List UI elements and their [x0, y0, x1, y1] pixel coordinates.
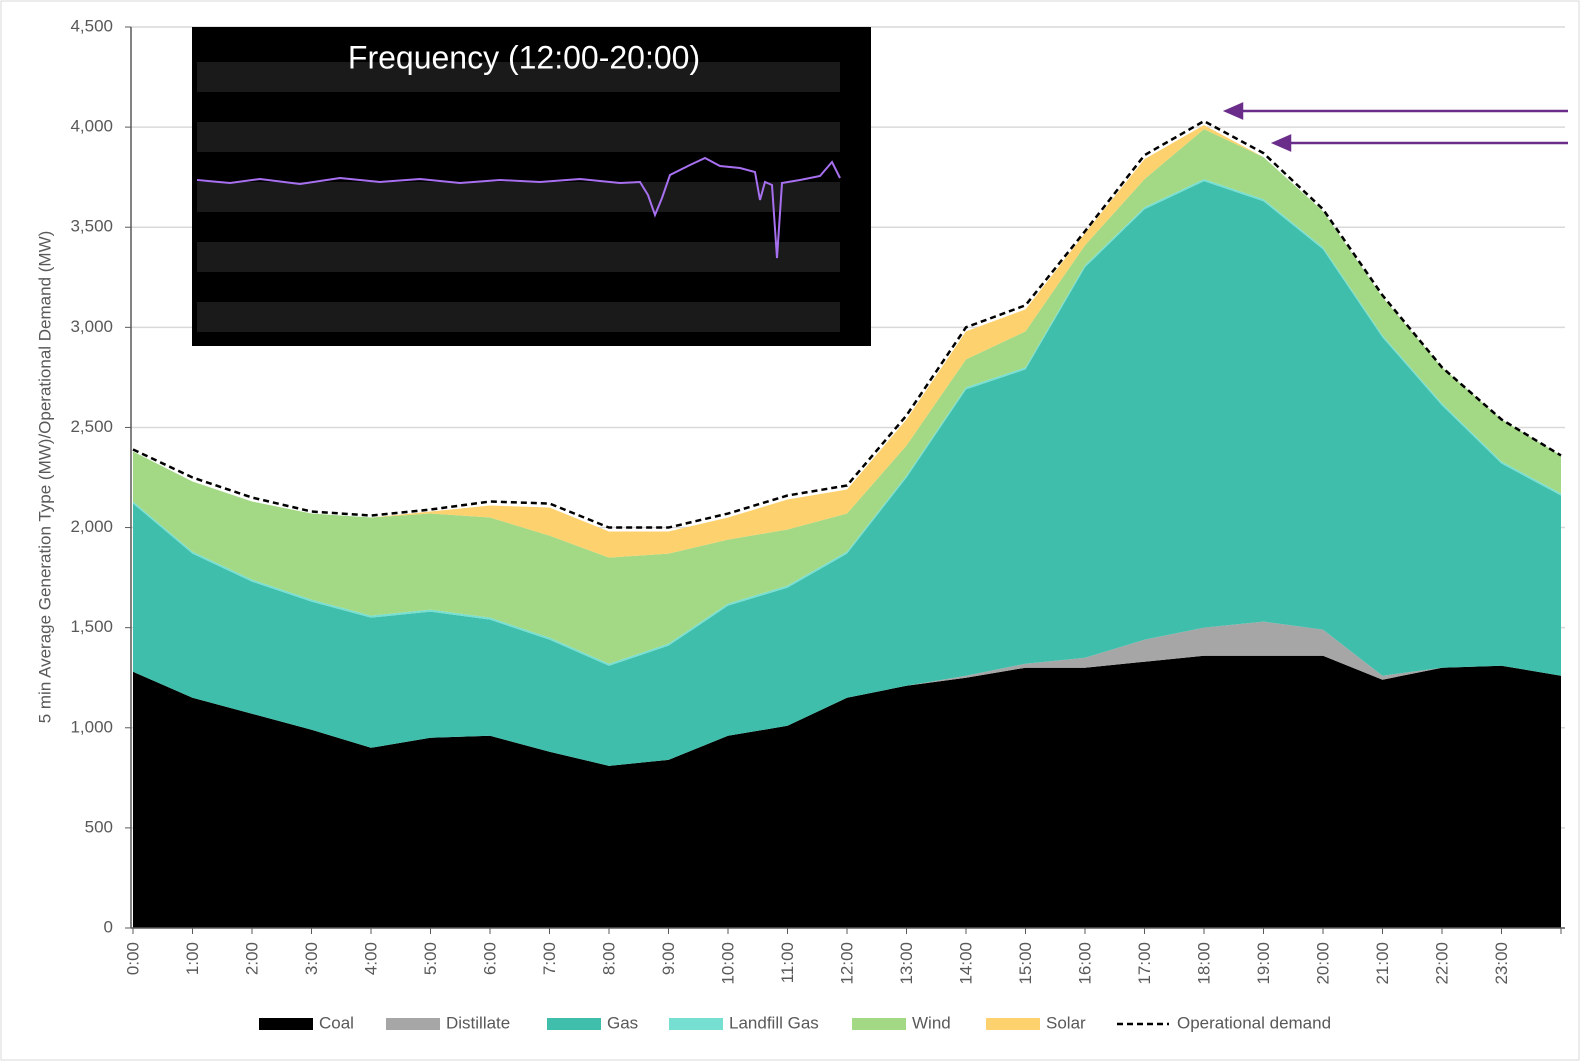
chart: 0 500 1,000 1,500 2,000 2,500 3,000 3,500 4,000 4… — [0, 0, 1580, 1061]
legend-label: Distillate — [446, 1013, 510, 1032]
x-tick-label: 11:00 — [778, 942, 797, 983]
y-tick-label: 500 — [85, 817, 113, 836]
inset-title: Frequency (12:00-20:00) — [348, 39, 700, 75]
x-tick-label: 0:00 — [123, 942, 142, 975]
legend-label: Gas — [607, 1013, 638, 1032]
inset: Frequency (12:00-20:00) — [192, 27, 871, 346]
y-tick-label: 1,000 — [70, 717, 113, 736]
y-tick-label: 3,500 — [70, 217, 113, 236]
legend-label: Landfill Gas — [729, 1013, 819, 1032]
x-tick-label: 4:00 — [361, 942, 380, 975]
y-axis-label: 5 min Average Generation Type (MW)/Opera… — [35, 231, 54, 724]
x-tick-label: 1:00 — [183, 942, 202, 975]
x-tick-label: 5:00 — [421, 942, 440, 975]
y-tick-label: 0 — [104, 917, 113, 936]
x-tick-label: 23:00 — [1492, 942, 1511, 985]
legend-label: Coal — [319, 1013, 354, 1032]
x-tick-label: 17:00 — [1135, 942, 1154, 985]
legend-swatch — [852, 1018, 906, 1030]
legend-swatch — [547, 1018, 601, 1030]
x-tick-label: 10:00 — [718, 942, 737, 985]
x-tick-label: 15:00 — [1016, 942, 1035, 985]
x-tick-label: 6:00 — [480, 942, 499, 975]
y-tick-label: 1,500 — [70, 617, 113, 636]
x-tick-label: 8:00 — [599, 942, 618, 975]
legend-label: Operational demand — [1177, 1013, 1331, 1032]
x-tick-label: 21:00 — [1373, 942, 1392, 985]
x-tick-label: 13:00 — [897, 942, 916, 985]
x-tick-label: 22:00 — [1432, 942, 1451, 985]
x-tick-label: 7:00 — [540, 942, 559, 975]
x-tick-label: 18:00 — [1194, 942, 1213, 985]
x-tick-label: 19:00 — [1254, 942, 1273, 985]
x-tick-label: 20:00 — [1313, 942, 1332, 985]
x-tick-label: 3:00 — [302, 942, 321, 975]
y-tick-label: 2,500 — [70, 417, 113, 436]
x-tick-label: 9:00 — [659, 942, 678, 975]
page: {"chart_data": { "type": "area", "stacke… — [0, 0, 1580, 1061]
x-tick-label: 2:00 — [242, 942, 261, 975]
legend-swatch — [386, 1018, 440, 1030]
y-tick-label: 3,000 — [70, 317, 113, 336]
legend-label: Solar — [1046, 1013, 1086, 1032]
legend-swatch — [669, 1018, 723, 1030]
legend-label: Wind — [912, 1013, 951, 1032]
x-tick-label: 16:00 — [1075, 942, 1094, 985]
y-tick-label: 4,000 — [70, 117, 113, 136]
y-tick-label: 2,000 — [70, 517, 113, 536]
legend-swatch — [986, 1018, 1040, 1030]
x-tick-label: 12:00 — [837, 942, 856, 985]
y-tick-label: 4,500 — [70, 16, 113, 35]
x-tick-label: 14:00 — [956, 942, 975, 985]
legend-swatch — [259, 1018, 313, 1030]
